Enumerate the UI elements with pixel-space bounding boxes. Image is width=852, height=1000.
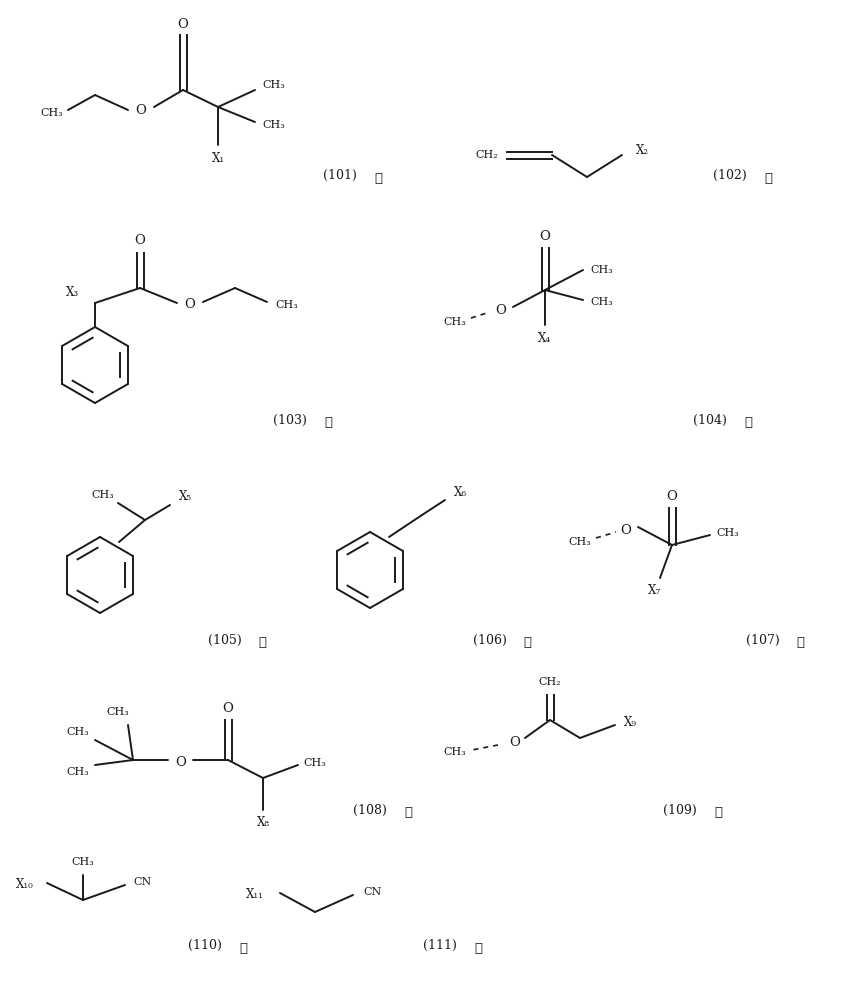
Text: X₉: X₉ [624,716,636,728]
Text: X₁: X₁ [211,151,225,164]
Text: O: O [185,298,195,312]
Text: X₃: X₃ [66,286,79,300]
Text: X₄: X₄ [538,332,551,344]
Text: ，: ， [714,806,722,820]
Text: CH₃: CH₃ [590,265,613,275]
Text: X₆: X₆ [453,486,467,498]
Text: ，: ， [374,172,382,184]
Text: X₅: X₅ [179,490,192,504]
Text: CH₃: CH₃ [262,120,285,130]
Text: CH₃: CH₃ [568,537,591,547]
Text: O: O [666,489,677,502]
Text: CH₃: CH₃ [92,490,114,500]
Text: O: O [509,736,521,748]
Text: (109): (109) [663,804,697,816]
Text: X₈: X₈ [256,816,269,830]
Text: ，: ， [764,172,772,184]
Text: CN: CN [364,887,383,897]
Text: (111): (111) [423,938,457,952]
Text: ；: ； [474,942,482,954]
Text: CH₃: CH₃ [590,297,613,307]
Text: CH₃: CH₃ [276,300,298,310]
Text: X₂: X₂ [636,143,648,156]
Text: ，: ， [744,416,752,430]
Text: (107): (107) [746,634,780,647]
Text: O: O [496,304,506,316]
Text: O: O [135,233,146,246]
Text: CH₃: CH₃ [72,857,95,867]
Text: O: O [539,230,550,242]
Text: X₁₀: X₁₀ [16,879,34,892]
Text: CH₂: CH₂ [475,150,498,160]
Text: CH₃: CH₃ [106,707,130,717]
Text: ，: ， [523,637,531,650]
Text: ，: ， [324,416,332,430]
Text: O: O [620,524,631,536]
Text: O: O [176,756,187,768]
Text: CH₃: CH₃ [303,758,326,768]
Text: CH₃: CH₃ [66,727,89,737]
Text: ，: ， [258,637,266,650]
Text: CH₂: CH₂ [538,677,561,687]
Text: (103): (103) [273,414,307,426]
Text: O: O [177,18,188,31]
Text: (101): (101) [323,168,357,182]
Text: ，: ， [404,806,412,820]
Text: (105): (105) [208,634,242,647]
Text: CH₃: CH₃ [444,747,466,757]
Text: CH₃: CH₃ [262,80,285,90]
Text: CH₃: CH₃ [444,317,466,327]
Text: O: O [222,702,233,714]
Text: (108): (108) [353,804,387,816]
Text: O: O [135,104,147,116]
Text: X₇: X₇ [648,584,661,596]
Text: (106): (106) [473,634,507,647]
Text: (104): (104) [693,414,727,426]
Text: ，: ， [796,637,804,650]
Text: CN: CN [134,877,153,887]
Text: X₁₁: X₁₁ [246,888,264,902]
Text: ，: ， [239,942,247,954]
Text: (102): (102) [713,168,747,182]
Text: CH₃: CH₃ [66,767,89,777]
Text: (110): (110) [188,938,222,952]
Text: CH₃: CH₃ [717,528,740,538]
Text: CH₃: CH₃ [41,108,63,118]
